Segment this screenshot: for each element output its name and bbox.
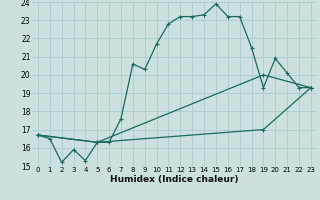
X-axis label: Humidex (Indice chaleur): Humidex (Indice chaleur) (110, 175, 239, 184)
